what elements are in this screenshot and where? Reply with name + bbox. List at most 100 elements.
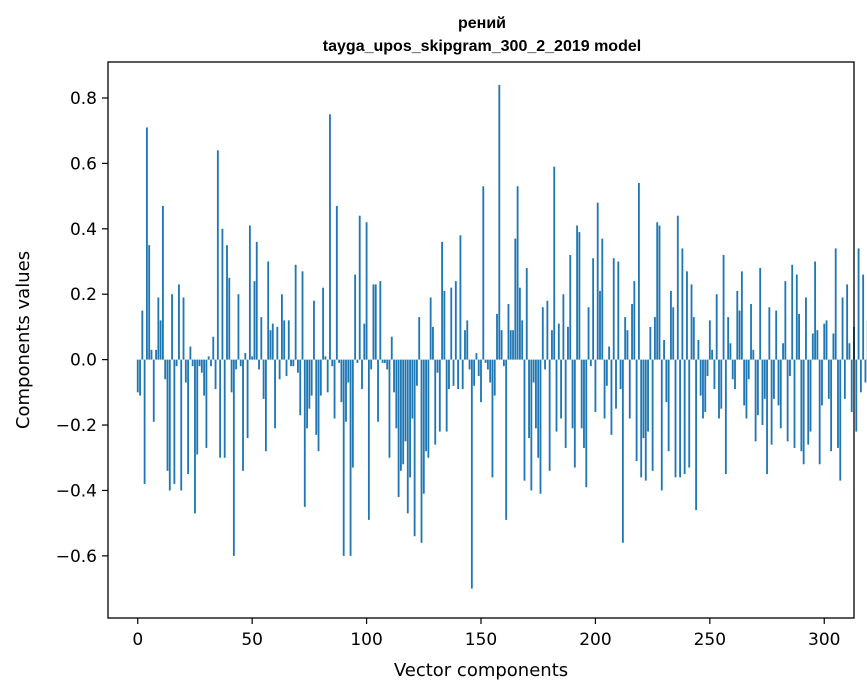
bar — [260, 317, 263, 360]
bar — [830, 359, 833, 452]
bar — [388, 359, 391, 458]
bar — [242, 359, 244, 471]
bar — [782, 343, 784, 360]
bar — [633, 281, 636, 360]
y-tick-label: −0.2 — [56, 416, 97, 436]
bar — [637, 183, 640, 360]
bar — [207, 356, 210, 360]
bar — [338, 359, 341, 363]
bar — [301, 271, 304, 360]
bar — [599, 290, 601, 360]
bar — [789, 359, 791, 376]
bar — [615, 359, 617, 409]
bar — [136, 359, 139, 393]
bar — [711, 349, 714, 360]
bar — [754, 359, 757, 442]
bar — [367, 359, 370, 520]
bar — [690, 284, 693, 360]
bar — [580, 359, 583, 429]
y-axis-label: Components values — [13, 251, 34, 429]
bar — [143, 359, 146, 484]
bar — [493, 359, 496, 396]
bar — [731, 359, 734, 380]
bar — [326, 359, 329, 393]
bar — [390, 336, 393, 360]
bar — [807, 359, 810, 445]
bar — [418, 317, 421, 360]
bar — [837, 359, 839, 448]
bar — [683, 359, 686, 475]
bar — [331, 359, 334, 367]
bar — [349, 359, 352, 556]
bar — [299, 359, 302, 416]
bar — [246, 359, 249, 439]
bar — [628, 359, 631, 419]
bar — [848, 343, 851, 360]
bar — [777, 359, 780, 406]
bar — [567, 326, 569, 360]
x-tick-label: 150 — [465, 630, 497, 650]
bar — [862, 274, 865, 360]
bar — [308, 359, 311, 409]
bar — [557, 323, 560, 360]
bar — [290, 359, 292, 367]
bar — [363, 323, 366, 360]
bar — [214, 359, 217, 390]
bar — [793, 359, 796, 448]
bar — [827, 359, 830, 399]
bar — [672, 307, 675, 360]
bar — [482, 186, 485, 360]
bar — [784, 281, 787, 360]
bar — [583, 359, 585, 448]
bar — [621, 359, 624, 543]
bar — [452, 359, 455, 386]
bar — [365, 222, 368, 360]
bar — [523, 359, 526, 481]
bar — [324, 356, 327, 360]
bar — [605, 359, 608, 386]
bar — [541, 307, 544, 360]
bar — [786, 359, 789, 442]
bar — [521, 320, 524, 360]
bar — [681, 248, 684, 360]
bar — [148, 245, 151, 360]
bar — [846, 284, 849, 360]
bar — [285, 359, 288, 376]
bar — [422, 359, 425, 494]
bar — [651, 359, 654, 471]
bar — [191, 359, 194, 367]
bar — [718, 359, 720, 419]
bar — [484, 359, 487, 363]
bar — [544, 359, 546, 370]
bar — [379, 281, 382, 360]
bar — [292, 359, 295, 367]
bar — [573, 359, 576, 468]
bar — [855, 359, 858, 432]
bar — [811, 333, 814, 360]
chart-title-line-2: tayga_upos_skipgram_300_2_2019 model — [323, 38, 641, 55]
bar — [658, 225, 661, 360]
bar — [441, 241, 444, 360]
bar — [594, 359, 597, 412]
bar — [635, 359, 638, 462]
bar — [168, 359, 171, 491]
bar — [686, 271, 688, 360]
bar — [159, 320, 162, 360]
bar — [656, 222, 659, 360]
bar — [548, 359, 551, 471]
bar — [322, 287, 325, 360]
bar — [253, 281, 256, 360]
bar — [230, 359, 233, 393]
bar — [644, 359, 647, 481]
bar — [839, 359, 842, 481]
bar — [537, 359, 540, 458]
bar — [695, 359, 698, 511]
y-tick-label: 0.4 — [70, 220, 97, 240]
bar — [663, 340, 665, 360]
bar — [473, 359, 476, 386]
bar — [276, 326, 279, 360]
bar — [727, 317, 730, 360]
y-tick-label: 0.0 — [70, 351, 97, 371]
bar — [145, 127, 148, 360]
bar — [514, 238, 517, 360]
